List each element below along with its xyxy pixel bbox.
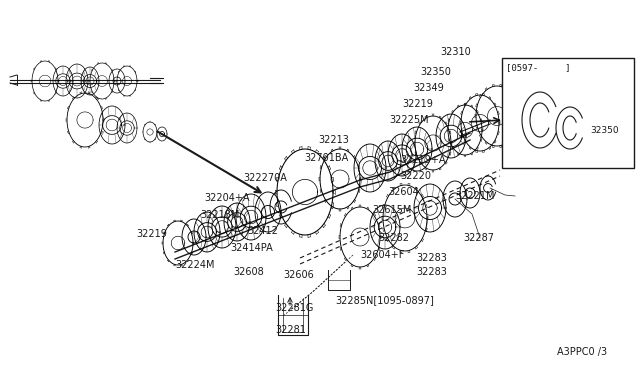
Text: 32224M: 32224M — [175, 260, 214, 270]
Text: 32283: 32283 — [416, 253, 447, 263]
Text: 32349: 32349 — [413, 83, 444, 93]
Text: A3PPC0 /3: A3PPC0 /3 — [557, 347, 607, 357]
Text: 32219: 32219 — [402, 99, 433, 109]
Text: 32604+F: 32604+F — [360, 250, 404, 260]
Text: 32218M: 32218M — [200, 210, 239, 220]
Text: 32221M: 32221M — [455, 191, 495, 201]
Text: 32281G: 32281G — [275, 303, 314, 313]
Text: 32350: 32350 — [590, 125, 619, 135]
Text: 32604: 32604 — [388, 187, 419, 197]
Text: 32220: 32220 — [400, 171, 431, 181]
Text: 32701BA: 32701BA — [304, 153, 348, 163]
Text: 32281: 32281 — [275, 325, 306, 335]
Text: 32225M: 32225M — [389, 115, 429, 125]
Text: 32608: 32608 — [233, 267, 264, 277]
Text: 322270A: 322270A — [243, 173, 287, 183]
Bar — [502, 58, 634, 168]
Text: 32285N[1095-0897]: 32285N[1095-0897] — [335, 295, 434, 305]
Text: 32213: 32213 — [318, 135, 349, 145]
Text: 32310: 32310 — [440, 47, 471, 57]
Text: 32414PA: 32414PA — [230, 243, 273, 253]
Text: 32219+A: 32219+A — [400, 155, 445, 165]
Text: 32350: 32350 — [420, 67, 451, 77]
Text: [0597-     ]: [0597- ] — [506, 64, 570, 73]
Text: 32219: 32219 — [136, 229, 167, 239]
Text: 32412: 32412 — [247, 226, 278, 236]
Text: 32283: 32283 — [416, 267, 447, 277]
Text: 32282: 32282 — [378, 233, 409, 243]
Text: 32204+A: 32204+A — [204, 193, 250, 203]
Text: 32606: 32606 — [283, 270, 314, 280]
Text: 32615M: 32615M — [372, 205, 412, 215]
Text: 32287: 32287 — [463, 233, 494, 243]
